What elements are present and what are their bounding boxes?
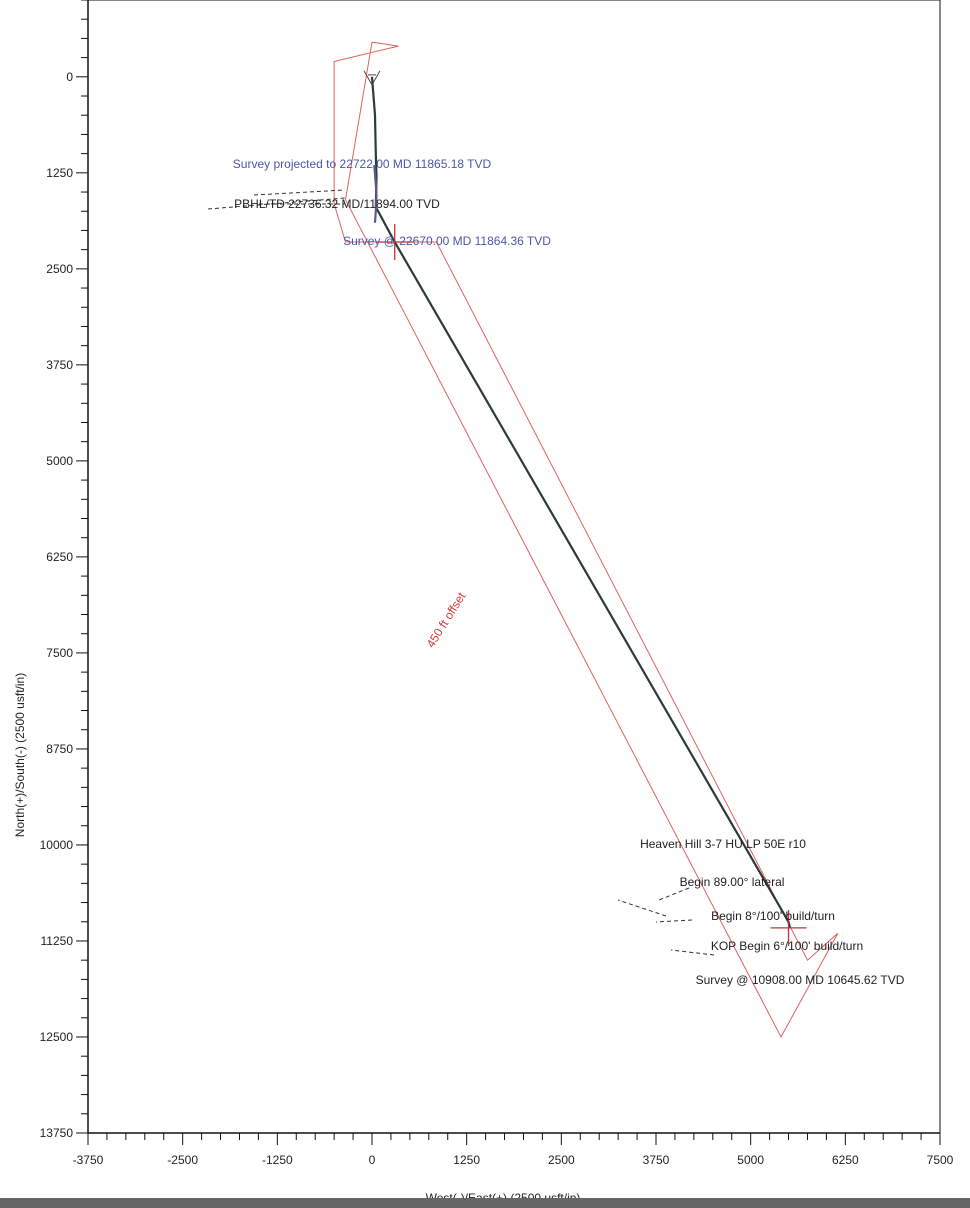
y-tick-label: 1250 bbox=[46, 166, 73, 180]
y-tick-label: 0 bbox=[66, 70, 73, 84]
annotation-offset-label: 450 ft offset bbox=[424, 589, 469, 650]
annotation-survey-22670: Survey @ 22670.00 MD 11864.36 TVD bbox=[343, 234, 551, 248]
leader-line bbox=[207, 197, 346, 210]
x-tick-label: 2500 bbox=[548, 1153, 575, 1167]
y-tick-label: 10000 bbox=[40, 838, 74, 852]
offset-polygon bbox=[333, 41, 839, 1039]
annotation-pbhl-td: PBHL/TD 22736.32 MD/11894.00 TVD bbox=[234, 197, 440, 211]
x-tick-label: 0 bbox=[369, 1153, 376, 1167]
y-tick-label: 7500 bbox=[46, 646, 73, 660]
leader-line bbox=[655, 919, 693, 923]
leader-line bbox=[253, 189, 346, 196]
annotation-survey-10908: Survey @ 10908.00 MD 10645.62 TVD bbox=[696, 973, 905, 987]
leader-line bbox=[617, 899, 667, 917]
y-tick-label: 6250 bbox=[46, 550, 73, 564]
offset-boundary bbox=[333, 41, 839, 1039]
plot-frame bbox=[87, 0, 941, 1134]
marker-layer bbox=[363, 70, 807, 946]
annotation-survey-projected: Survey projected to 22722.00 MD 11865.18… bbox=[233, 157, 492, 171]
x-tick-label: 7500 bbox=[927, 1153, 954, 1167]
leader-line bbox=[670, 949, 715, 956]
annotation-kop: KOP Begin 6°/100' build/turn bbox=[711, 939, 863, 953]
annotation-begin-lateral: Begin 89.00° lateral bbox=[680, 875, 785, 889]
target-marker bbox=[770, 909, 807, 946]
wellbore-path-line bbox=[373, 165, 378, 223]
y-tick-label: 5000 bbox=[46, 454, 73, 468]
y-tick-label: 3750 bbox=[46, 358, 73, 372]
x-tick-label: 3750 bbox=[643, 1153, 670, 1167]
leader-line bbox=[658, 887, 690, 901]
y-tick-label: 13750 bbox=[40, 1126, 74, 1140]
bottom-border-bar bbox=[0, 1198, 970, 1208]
y-tick-label: 8750 bbox=[46, 742, 73, 756]
y-tick-label: 11250 bbox=[41, 934, 74, 948]
series-layer bbox=[370, 76, 792, 929]
annotation-well-name: Heaven Hill 3-7 HU LP 50E r10 bbox=[640, 837, 806, 851]
y-tick-label: 2500 bbox=[46, 262, 73, 276]
target-marker bbox=[376, 223, 413, 260]
y-tick-label: 12500 bbox=[40, 1030, 74, 1044]
x-tick-label: -3750 bbox=[73, 1153, 104, 1167]
x-tick-label: 5000 bbox=[737, 1153, 764, 1167]
annotation-begin-8-build: Begin 8°/100' build/turn bbox=[711, 909, 835, 923]
annotation-layer: Survey projected to 22722.00 MD 11865.18… bbox=[13, 157, 905, 1205]
x-tick-label: -2500 bbox=[167, 1153, 198, 1167]
y-axis-title: North(+)/South(-) (2500 usft/in) bbox=[13, 673, 27, 837]
wellhead-marker bbox=[363, 70, 381, 86]
x-tick-label: 6250 bbox=[832, 1153, 859, 1167]
x-tick-label: 1250 bbox=[453, 1153, 480, 1167]
axis-ticks: -3750 -2500 -1250 0 1250 2500 3750 5000 6250 7500… bbox=[40, 0, 954, 1167]
x-tick-label: -1250 bbox=[262, 1153, 293, 1167]
